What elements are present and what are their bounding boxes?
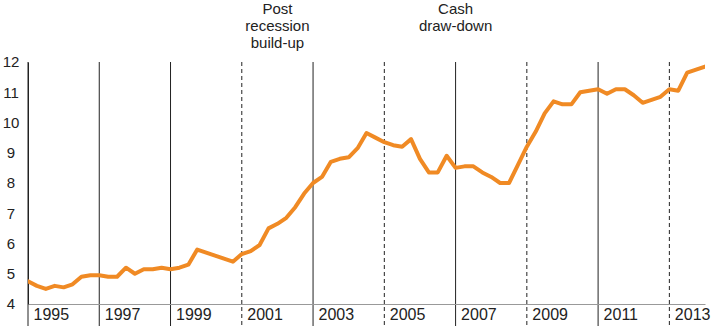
x-tick-label: 2009	[532, 306, 568, 323]
x-tick-label: 1999	[176, 306, 212, 323]
y-tick-label: 11	[3, 84, 19, 101]
y-tick-label: 4	[7, 295, 15, 312]
x-axis-line	[29, 304, 706, 305]
x-tick-label: 2005	[390, 306, 426, 323]
x-axis: 1995 1997 1999 2001 2003 2005 2007 2009 2011 2013	[29, 304, 711, 323]
annotation: Postrecessionbuild-up	[245, 0, 309, 51]
y-tick: 5	[7, 265, 28, 282]
y-tick-label: 12	[3, 53, 20, 70]
grid-line	[241, 62, 242, 326]
grid-line	[99, 62, 100, 326]
x-tick: 1995	[29, 304, 70, 323]
annotation-line: recession	[245, 17, 309, 34]
x-tick: 2009	[527, 304, 568, 323]
y-tick-label: 6	[7, 235, 15, 252]
y-tick: 6	[7, 235, 28, 252]
annotation-line: build-up	[251, 34, 304, 51]
x-tick-label: 2011	[604, 306, 639, 323]
annotation-line: Cash	[438, 0, 473, 17]
y-tick: 4	[7, 295, 28, 312]
annotation-line: draw-down	[419, 17, 492, 34]
annotation-line: Post	[262, 0, 293, 17]
y-tick: 8	[7, 174, 28, 191]
x-tick: 1997	[100, 304, 141, 323]
y-tick-label: 9	[7, 144, 15, 161]
y-tick-label: 7	[7, 205, 15, 222]
grid-line	[313, 62, 314, 326]
grid-line	[669, 62, 670, 326]
y-tick: 7	[7, 205, 28, 222]
y-axis: 4 5 6 7 8 9 10 11 12	[3, 53, 29, 312]
x-tick-label: 2001	[247, 306, 283, 323]
y-tick: 12	[3, 53, 28, 70]
grid-line	[170, 62, 171, 326]
x-tick: 2013	[670, 304, 711, 323]
annotation: Cashdraw-down	[419, 0, 492, 34]
grid-line	[384, 62, 385, 326]
x-tick: 2003	[314, 304, 355, 323]
annotations: Postrecessionbuild-up Cashdraw-down	[245, 0, 492, 51]
y-axis-line	[28, 63, 29, 305]
series-line	[28, 67, 705, 289]
y-tick-label: 8	[7, 174, 15, 191]
x-tick-label: 2007	[461, 306, 497, 323]
plot-area	[28, 67, 705, 289]
y-tick: 9	[7, 144, 28, 161]
x-tick: 2011	[599, 304, 639, 323]
x-tick-label: 2003	[319, 306, 355, 323]
grid-line	[455, 62, 456, 326]
grid-line	[526, 62, 527, 326]
x-tick: 2005	[385, 304, 426, 323]
y-tick: 11	[3, 84, 28, 101]
chart: 1995 1997 1999 2001 2003 2005 2007 2009 2011 2013…	[0, 0, 726, 326]
x-tick: 2007	[456, 304, 497, 323]
x-tick: 1999	[171, 304, 212, 323]
grid-line	[598, 62, 599, 326]
x-tick-label: 2013	[675, 306, 711, 323]
x-tick-label: 1997	[105, 306, 141, 323]
grid-line	[28, 62, 29, 326]
x-tick-label: 1995	[34, 306, 70, 323]
y-tick: 10	[3, 114, 28, 131]
x-tick: 2001	[242, 304, 283, 323]
y-tick-label: 10	[3, 114, 20, 131]
y-tick-label: 5	[7, 265, 15, 282]
